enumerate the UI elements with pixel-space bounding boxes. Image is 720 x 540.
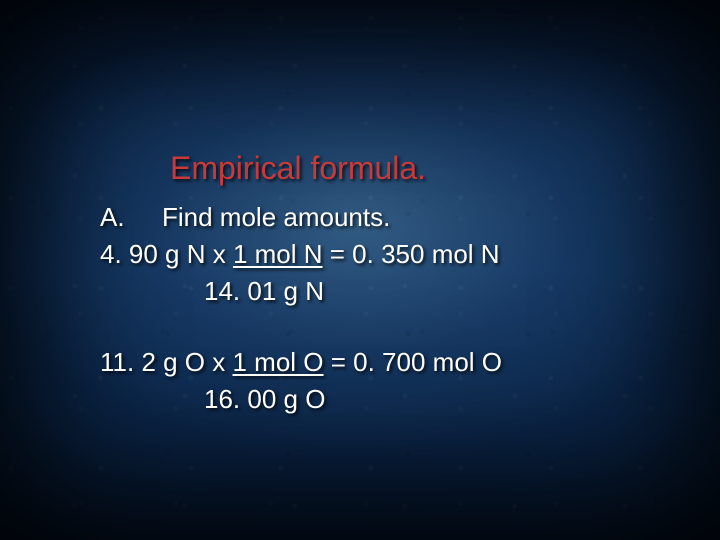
calc1-rhs: = 0. 350 mol N [323, 239, 500, 269]
slide: Empirical formula. A. Find mole amounts.… [0, 0, 720, 540]
spacer [100, 310, 660, 344]
calc2-rhs: = 0. 700 mol O [324, 347, 502, 377]
slide-title: Empirical formula. [170, 150, 660, 187]
slide-content: Empirical formula. A. Find mole amounts.… [100, 150, 660, 418]
calc2-numerator: 1 mol O [232, 347, 323, 377]
step-marker: A. [100, 199, 162, 236]
calc1-line1: 4. 90 g N x 1 mol N = 0. 350 mol N [100, 236, 660, 273]
calc2-line1: 11. 2 g O x 1 mol O = 0. 700 mol O [100, 344, 660, 381]
step-label: Find mole amounts. [162, 199, 390, 236]
calc1-denominator: 14. 01 g N [100, 273, 660, 310]
calc1-lhs: 4. 90 g N x [100, 239, 233, 269]
calc2-lhs: 11. 2 g O x [100, 347, 232, 377]
calc2-denominator: 16. 00 g O [100, 381, 660, 418]
calc1-numerator: 1 mol N [233, 239, 323, 269]
step-a-row: A. Find mole amounts. [100, 199, 660, 236]
